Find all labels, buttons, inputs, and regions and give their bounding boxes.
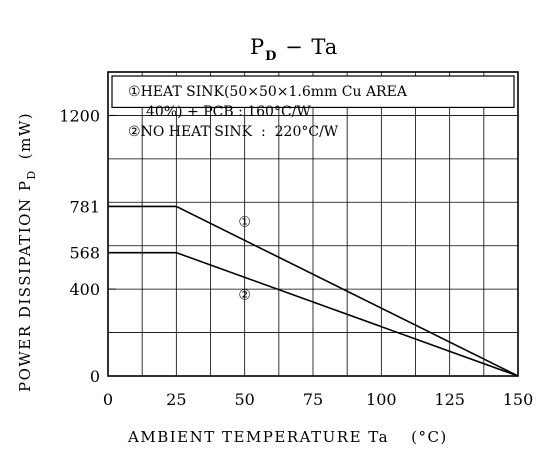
- y-tick-label-2: 568: [69, 244, 100, 263]
- plot-frame: [107, 71, 519, 377]
- x-tick-label-4: 100: [366, 390, 397, 409]
- y-axis-label-subscript: D: [25, 169, 38, 179]
- legend-item-1-line1: ①HEAT SINK(50×50×1.6mm Cu AREA: [128, 84, 408, 100]
- curve-label-2: ②: [238, 287, 251, 303]
- x-tick-labels: 0 25 50 75 100 125 150: [103, 390, 533, 409]
- legend-box: [111, 75, 515, 109]
- y-tick-label-4: 1200: [59, 106, 100, 125]
- legend-item-1-marker: ①: [128, 84, 141, 100]
- x-tick-label-1: 25: [166, 390, 186, 409]
- chart-title-rest: − Ta: [277, 35, 338, 59]
- y-axis-label-text: POWER DISSIPATION P: [16, 180, 34, 392]
- x-tick-label-0: 0: [103, 390, 113, 409]
- y-tick-label-1: 400: [69, 280, 100, 299]
- chart-title-subscript: D: [265, 49, 277, 64]
- x-tick-label-5: 125: [434, 390, 465, 409]
- series-line-2: [108, 251, 519, 377]
- legend-item-1-text: HEAT SINK(50×50×1.6mm Cu AREA: [141, 84, 408, 100]
- legend-item-2-marker: ②: [128, 124, 141, 140]
- y-tick-labels: 0 400 568 781 1200: [59, 106, 100, 386]
- legend-item-1-line2: 40%) + PCB : 160°C/W: [146, 104, 311, 120]
- x-axis-label-text: AMBIENT TEMPERATURE Ta: [127, 428, 389, 446]
- x-tick-label-6: 150: [503, 390, 534, 409]
- y-tick-label-3: 781: [69, 197, 100, 216]
- y-axis-label: POWER DISSIPATION PD (mW): [16, 112, 38, 392]
- legend-item-2-text: NO HEAT SINK : 220°C/W: [141, 124, 339, 140]
- x-axis-label: AMBIENT TEMPERATURE Ta (°C): [127, 428, 448, 446]
- legend-item-2: ②NO HEAT SINK : 220°C/W: [128, 124, 339, 140]
- series-lines: [108, 205, 519, 377]
- x-tick-label-3: 75: [303, 390, 323, 409]
- x-axis-label-unit: (°C): [411, 428, 448, 446]
- y-tick-label-0: 0: [90, 367, 100, 386]
- curve-label-1: ①: [238, 214, 251, 230]
- curve-labels: ①②: [238, 214, 251, 303]
- chart-title: PD − Ta: [250, 35, 338, 64]
- y-axis-label-unit: (mW): [16, 112, 34, 159]
- x-tick-label-2: 50: [234, 390, 254, 409]
- chart-title-main: P: [250, 35, 265, 59]
- series-line-1: [108, 205, 519, 377]
